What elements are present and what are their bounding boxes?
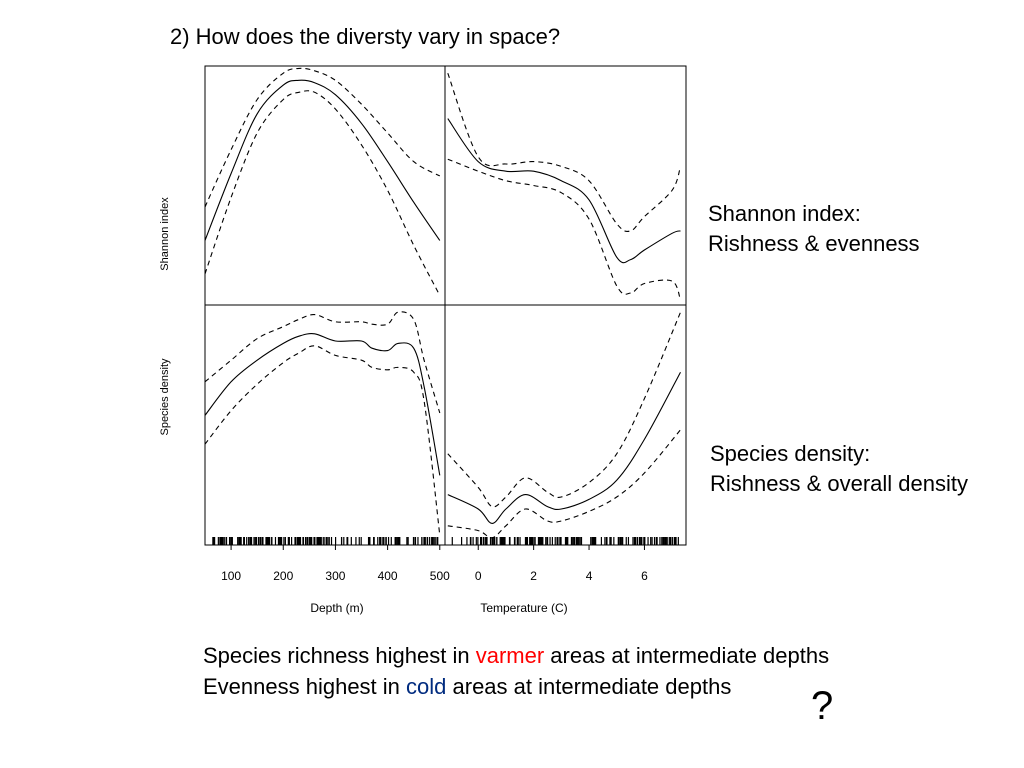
upper-ci-line-top-right xyxy=(447,73,682,233)
conclusion-line1-start: Species richness highest in xyxy=(203,643,476,668)
conclusion-text: Species richness highest in varmer areas… xyxy=(203,640,829,702)
density-note-title: Species density: xyxy=(710,441,871,466)
x-axis-label-depth: Depth (m) xyxy=(310,601,363,615)
rug-marks xyxy=(451,537,679,545)
conclusion-line2-start: Evenness highest in xyxy=(203,674,407,699)
shannon-note: Shannon index: Rishness & evenness xyxy=(708,199,920,259)
fit-line-bottom-left xyxy=(204,333,441,476)
density-note-desc: Rishness & overall density xyxy=(710,471,969,496)
x-tick-label: 6 xyxy=(641,569,648,583)
y-axis-label-shannon: Shannon index xyxy=(159,197,171,271)
lower-ci-line-top-left xyxy=(204,90,441,296)
x-tick-label: 200 xyxy=(273,569,293,583)
slide-title: 2) How does the diversty vary in space? xyxy=(170,24,561,49)
conclusion-line2-end: areas at intermediate depths xyxy=(446,674,732,699)
x-tick-label: 500 xyxy=(430,569,450,583)
x-tick-label: 4 xyxy=(586,569,593,583)
upper-ci-line-bottom-right xyxy=(447,311,682,508)
cold-word: cold xyxy=(406,674,447,699)
conclusion-line-richness: Species richness highest in varmer areas… xyxy=(203,640,829,671)
density-note: Species density: Rishness & overall dens… xyxy=(710,439,968,499)
panel-top-left xyxy=(204,67,441,296)
panel-bottom-right: 0 2 4 6 xyxy=(447,311,682,583)
shannon-note-desc: Rishness & evenness xyxy=(708,231,920,256)
conclusion-line1-end: areas at intermediate depths xyxy=(544,643,830,668)
fit-line-top-right xyxy=(447,118,681,264)
panel-top-right xyxy=(447,73,682,301)
upper-ci-line-top-left xyxy=(204,67,441,208)
upper-ci-line-bottom-left xyxy=(204,311,441,414)
x-axis-label-temperature: Temperature (C) xyxy=(480,601,567,615)
lower-ci-line-bottom-right xyxy=(447,429,681,539)
lower-ci-line-top-right xyxy=(447,158,682,301)
question-mark: ? xyxy=(811,684,834,728)
x-tick-label: 400 xyxy=(378,569,398,583)
fit-line-top-left xyxy=(204,79,441,241)
x-tick-label: 0 xyxy=(475,569,482,583)
fit-line-bottom-right xyxy=(447,371,681,524)
x-tick-label: 2 xyxy=(530,569,537,583)
x-tick-label: 300 xyxy=(325,569,345,583)
conclusion-line-evenness: Evenness highest in cold areas at interm… xyxy=(203,671,829,702)
y-axis-label-density: Species density xyxy=(159,358,171,436)
panel-bottom-left: 100 200 300 400 500 xyxy=(204,311,450,583)
rug-marks xyxy=(212,537,439,545)
shannon-note-title: Shannon index: xyxy=(708,201,861,226)
lower-ci-line-bottom-left xyxy=(204,345,441,536)
warm-word: varmer xyxy=(475,643,545,668)
x-tick-label: 100 xyxy=(221,569,241,583)
